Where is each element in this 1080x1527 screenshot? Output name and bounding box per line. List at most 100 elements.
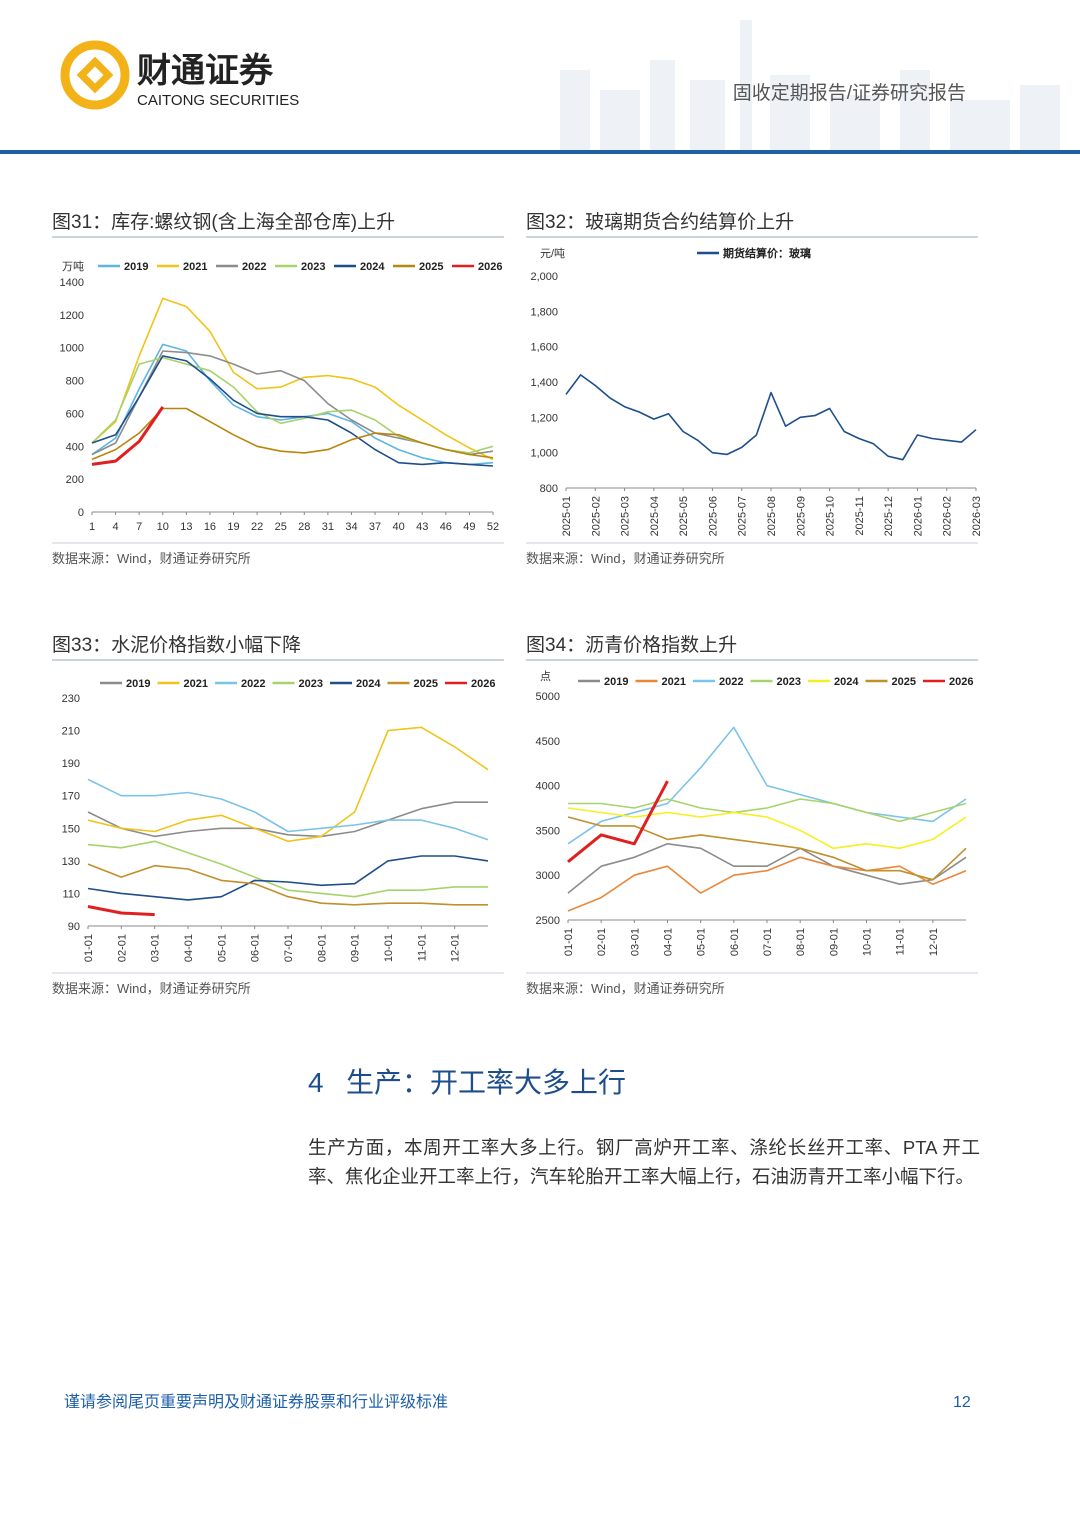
y-tick-label: 200 bbox=[66, 474, 84, 486]
x-tick-label: 4 bbox=[113, 521, 119, 533]
legend-label: 期货结算价：玻璃 bbox=[723, 246, 811, 260]
x-tick-label: 06-01 bbox=[250, 934, 262, 962]
x-tick-label: 2025-12 bbox=[883, 496, 895, 536]
brand-en: CAITONG SECURITIES bbox=[137, 92, 299, 109]
series-line bbox=[91, 406, 165, 466]
y-tick-label: 400 bbox=[66, 441, 84, 453]
x-tick-label: 19 bbox=[227, 521, 239, 533]
x-tick-label: 05-01 bbox=[216, 934, 228, 962]
series-line bbox=[568, 798, 967, 823]
y-tick-label: 5000 bbox=[536, 691, 560, 703]
series-line bbox=[567, 780, 669, 863]
y-tick-label: 3500 bbox=[536, 825, 560, 837]
y-tick-label: 1,000 bbox=[530, 448, 558, 460]
y-tick-label: 190 bbox=[62, 758, 80, 770]
legend-label: 2025 bbox=[892, 676, 916, 688]
x-tick-label: 11-01 bbox=[416, 934, 428, 961]
series-line bbox=[567, 843, 967, 894]
y-tick-label: 600 bbox=[66, 408, 84, 420]
x-tick-label: 09-01 bbox=[350, 934, 362, 962]
x-tick-label: 1 bbox=[89, 521, 95, 533]
y-tick-label: 2500 bbox=[536, 915, 560, 927]
x-tick-label: 10-01 bbox=[383, 934, 395, 962]
x-tick-label: 2025-07 bbox=[737, 496, 749, 536]
x-tick-label: 7 bbox=[136, 521, 142, 533]
x-tick-label: 2026-02 bbox=[942, 496, 954, 536]
x-tick-label: 2025-05 bbox=[678, 496, 690, 536]
legend-label: 2022 bbox=[719, 676, 743, 688]
x-tick-label: 07-01 bbox=[762, 928, 774, 956]
x-tick-label: 25 bbox=[275, 521, 287, 533]
series-line bbox=[567, 856, 967, 912]
legend-label: 2024 bbox=[360, 261, 385, 273]
figure-source: 数据来源：Wind，财通证券研究所 bbox=[526, 981, 725, 996]
legend-label: 2021 bbox=[184, 678, 208, 690]
x-tick-label: 08-01 bbox=[795, 928, 807, 956]
legend-label: 2021 bbox=[662, 676, 686, 688]
y-tick-label: 1200 bbox=[60, 310, 84, 322]
x-tick-label: 13 bbox=[180, 521, 192, 533]
series-line bbox=[567, 816, 967, 881]
y-tick-label: 800 bbox=[66, 376, 84, 388]
legend-label: 2019 bbox=[604, 676, 628, 688]
x-tick-label: 04-01 bbox=[183, 934, 195, 962]
header-rule bbox=[0, 150, 1080, 154]
x-tick-label: 09-01 bbox=[828, 928, 840, 956]
y-unit: 点 bbox=[540, 670, 551, 683]
x-tick-label: 37 bbox=[369, 521, 381, 533]
series-line bbox=[87, 905, 155, 917]
x-tick-label: 05-01 bbox=[696, 928, 708, 956]
x-tick-label: 40 bbox=[393, 521, 405, 533]
y-tick-label: 4000 bbox=[536, 781, 560, 793]
x-tick-label: 11-01 bbox=[895, 928, 907, 955]
series-line bbox=[87, 778, 489, 841]
x-tick-label: 22 bbox=[251, 521, 263, 533]
y-tick-label: 2,000 bbox=[530, 271, 558, 283]
series-line bbox=[567, 807, 967, 850]
x-tick-label: 2025-02 bbox=[590, 496, 602, 536]
x-tick-label: 01-01 bbox=[83, 934, 95, 962]
x-tick-label: 2025-08 bbox=[766, 496, 778, 536]
footer-disclaimer: 谨请参阅尾页重要声明及财通证券股票和行业评级标准 bbox=[64, 1393, 448, 1411]
x-tick-label: 2025-03 bbox=[620, 496, 632, 536]
series-line bbox=[87, 855, 489, 901]
figure-source: 数据来源：Wind，财通证券研究所 bbox=[526, 551, 725, 566]
legend-label: 2023 bbox=[301, 261, 325, 273]
x-tick-label: 06-01 bbox=[729, 928, 741, 956]
series-line bbox=[567, 726, 967, 845]
x-tick-label: 10 bbox=[157, 521, 169, 533]
paragraph: 生产方面，本周开工率大多上行。钢厂高炉开工率、涤纶长丝开工率、PTA 开工率、焦… bbox=[308, 1137, 980, 1187]
y-tick-label: 230 bbox=[62, 693, 80, 705]
x-tick-label: 04-01 bbox=[663, 928, 675, 956]
y-tick-label: 1,200 bbox=[530, 412, 558, 424]
x-tick-label: 52 bbox=[487, 521, 499, 533]
legend-label: 2026 bbox=[478, 261, 502, 273]
x-tick-label: 16 bbox=[204, 521, 216, 533]
logo bbox=[60, 40, 130, 110]
x-tick-label: 2025-01 bbox=[561, 496, 573, 536]
x-tick-label: 02-01 bbox=[116, 934, 128, 962]
y-tick-label: 170 bbox=[62, 791, 80, 803]
legend-label: 2024 bbox=[356, 678, 381, 690]
y-tick-label: 3000 bbox=[536, 870, 560, 882]
series-line bbox=[91, 355, 494, 467]
x-tick-label: 01-01 bbox=[563, 928, 575, 956]
legend-label: 2026 bbox=[949, 676, 973, 688]
legend-label: 2022 bbox=[242, 261, 266, 273]
y-tick-label: 1,800 bbox=[530, 306, 558, 318]
y-tick-label: 1400 bbox=[60, 277, 84, 289]
x-tick-label: 34 bbox=[345, 521, 357, 533]
y-tick-label: 800 bbox=[540, 483, 558, 495]
x-tick-label: 02-01 bbox=[596, 928, 608, 956]
x-tick-label: 2026-03 bbox=[971, 496, 983, 536]
legend-label: 2025 bbox=[414, 678, 438, 690]
y-tick-label: 110 bbox=[62, 888, 80, 900]
series-line bbox=[91, 350, 494, 456]
legend-label: 2025 bbox=[419, 261, 443, 273]
x-tick-label: 2025-09 bbox=[795, 496, 807, 536]
legend-label: 2019 bbox=[124, 261, 148, 273]
series-line bbox=[87, 840, 488, 898]
figure-source: 数据来源：Wind，财通证券研究所 bbox=[52, 981, 251, 996]
